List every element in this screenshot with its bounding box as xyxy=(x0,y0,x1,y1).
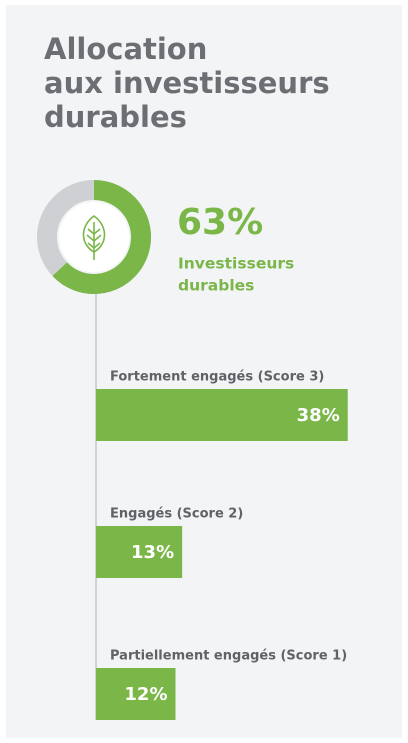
donut-value: 63% xyxy=(177,202,263,243)
bar xyxy=(96,389,348,441)
bar xyxy=(96,668,176,720)
donut-segment xyxy=(52,180,151,294)
value-label: 38% xyxy=(297,405,340,426)
donut-label: durables xyxy=(178,277,254,295)
leaf-icon xyxy=(82,215,106,260)
card-background xyxy=(6,5,402,738)
value-label: 13% xyxy=(131,542,174,563)
title-line: durables xyxy=(44,100,187,134)
donut-label: Investisseurs xyxy=(178,255,294,273)
title-line: aux investisseurs xyxy=(44,66,330,100)
bar xyxy=(96,526,183,578)
title-line: Allocation xyxy=(44,32,207,66)
category-label: Engagés (Score 2) xyxy=(110,507,243,522)
donut xyxy=(52,180,151,294)
category-label: Fortement engagés (Score 3) xyxy=(110,370,324,385)
category-label: Partiellement engagés (Score 1) xyxy=(110,649,347,664)
value-label: 12% xyxy=(124,684,167,705)
